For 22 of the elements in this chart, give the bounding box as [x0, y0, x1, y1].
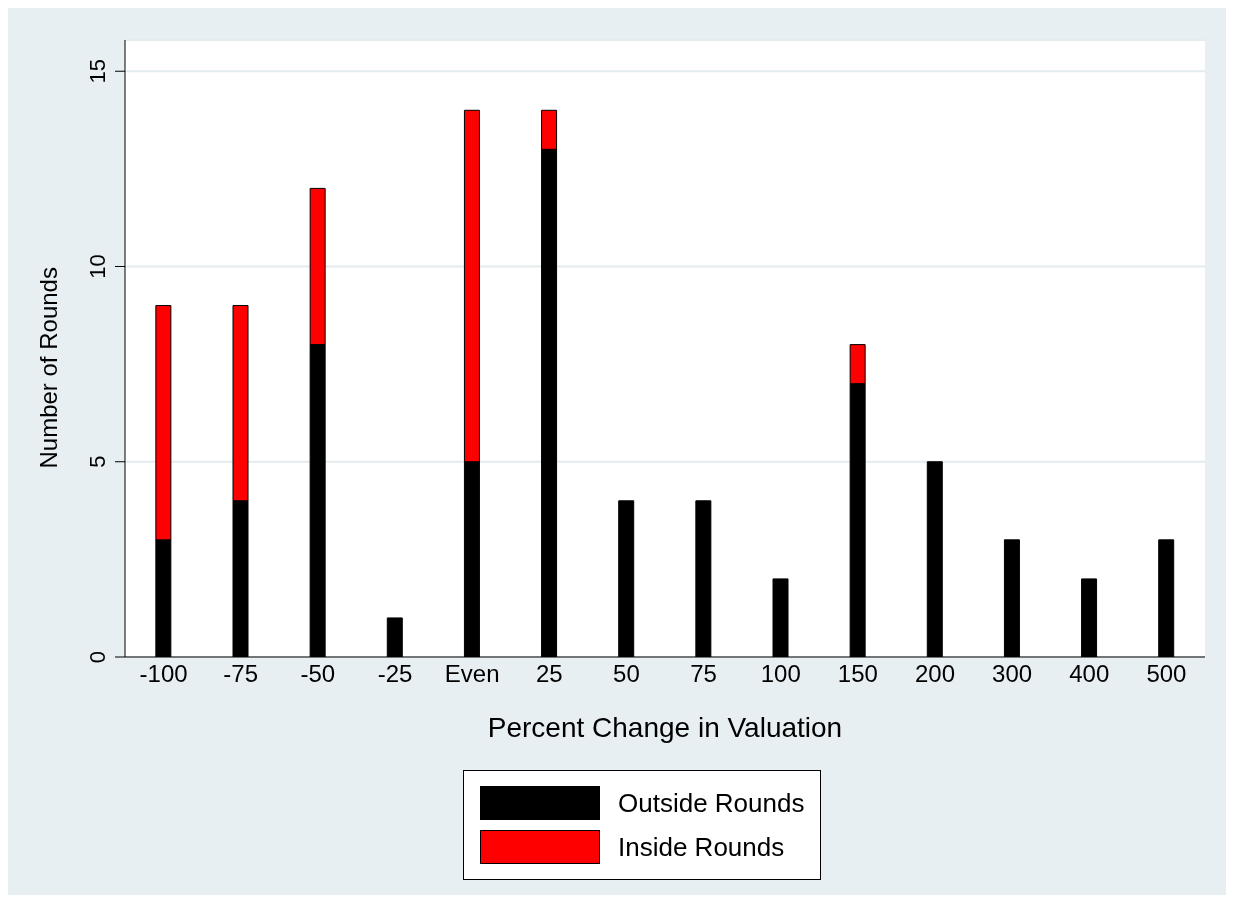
x-tick-label: 500 [1146, 660, 1187, 688]
y-tick-label: 15 [85, 59, 110, 84]
x-tick-label: 150 [837, 660, 878, 688]
x-tick-label: 50 [613, 660, 640, 688]
x-tick-label: Even [444, 660, 500, 688]
x-tick-label: 300 [992, 660, 1033, 688]
y-tick-label: 0 [85, 650, 110, 664]
x-axis-title: Percent Change in Valuation [487, 711, 843, 743]
x-tick-label: 25 [535, 660, 563, 688]
legend-label: Outside Rounds [618, 787, 805, 819]
legend-label: Inside Rounds [618, 831, 785, 863]
x-tick-label: -100 [139, 660, 188, 688]
x-tick-label: -25 [377, 660, 413, 688]
x-tick-label: 400 [1069, 660, 1110, 688]
y-tick-label: 5 [85, 455, 110, 468]
x-tick-label: -75 [223, 660, 259, 688]
x-tick-label: 200 [914, 660, 956, 688]
x-tick-label: 75 [690, 660, 717, 688]
y-axis-title: Number of Rounds [34, 267, 62, 469]
x-tick-label: 100 [760, 660, 801, 688]
y-tick-label: 10 [85, 254, 110, 279]
x-tick-label: -50 [300, 660, 336, 688]
